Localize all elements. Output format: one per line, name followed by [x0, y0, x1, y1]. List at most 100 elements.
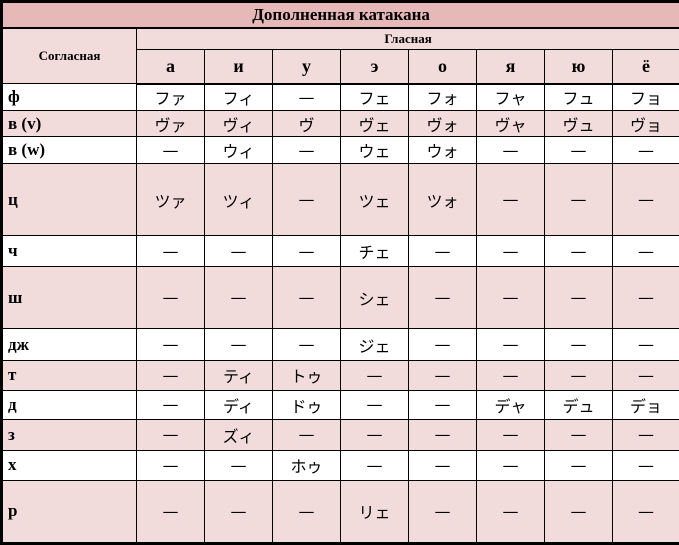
empty-cell: — [136, 449, 205, 481]
empty-cell: — [272, 418, 341, 451]
empty-cell: — [136, 479, 205, 545]
consonant-label: в (v) [1, 110, 137, 138]
kana-cell: フュ [544, 82, 613, 112]
empty-cell: — [136, 266, 205, 330]
consonant-label: в (w) [1, 136, 137, 165]
table-row: т — ティ トゥ — — — — — [1, 359, 679, 391]
empty-cell: — [476, 418, 545, 451]
empty-cell: — [340, 449, 409, 481]
kana-cell: フャ [476, 82, 545, 112]
kana-cell: デョ [611, 389, 679, 420]
empty-cell: — [204, 235, 273, 268]
empty-cell: — [476, 163, 545, 237]
kana-cell: トゥ [272, 359, 341, 391]
empty-cell: — [340, 359, 409, 391]
consonant-label: х [1, 449, 137, 481]
vowel-column-header-yo: ё [611, 49, 679, 85]
kana-cell: フォ [408, 82, 477, 112]
consonant-label: р [1, 479, 137, 545]
kana-cell: ヴィ [204, 110, 273, 138]
empty-cell: — [408, 389, 477, 420]
empty-cell: — [544, 266, 613, 330]
empty-cell: — [272, 163, 341, 237]
table-row: в (w) — ウィ — ウェ ウォ — — — [1, 136, 679, 165]
empty-cell: — [476, 136, 545, 165]
empty-cell: — [611, 235, 679, 268]
empty-cell: — [544, 136, 613, 165]
empty-cell: — [544, 163, 613, 237]
empty-cell: — [408, 359, 477, 391]
empty-cell: — [611, 418, 679, 451]
empty-cell: — [408, 479, 477, 545]
consonant-label: з [1, 418, 137, 451]
vowel-group-header: Гласная [135, 27, 679, 50]
kana-cell: ティ [204, 359, 273, 391]
empty-cell: — [544, 449, 613, 481]
empty-cell: — [408, 235, 477, 268]
kana-cell: ツェ [340, 163, 409, 237]
empty-cell: — [272, 266, 341, 330]
empty-cell: — [272, 82, 341, 112]
empty-cell: — [476, 449, 545, 481]
kana-cell: フィ [204, 82, 273, 112]
kana-cell: ウォ [408, 136, 477, 165]
consonant-label: ф [1, 82, 137, 112]
kana-cell: ファ [136, 82, 205, 112]
empty-cell: — [136, 418, 205, 451]
kana-cell: ヴ [272, 110, 341, 138]
empty-cell: — [476, 359, 545, 391]
empty-cell: — [544, 328, 613, 361]
vowel-column-header-e: э [340, 49, 409, 85]
empty-cell: — [544, 235, 613, 268]
empty-cell: — [408, 449, 477, 481]
table-row: д — ディ ドゥ — — デャ デュ デョ [1, 389, 679, 420]
table-body: ф ファ フィ — フェ フォ フャ フュ フョ в (v) ヴァ ヴィヴヴェ ヴォ ヴャ ヴュ ヴョ в (w… [1, 82, 679, 545]
empty-cell: — [544, 418, 613, 451]
vowel-header-row: а и у э о я ю ё [2, 49, 679, 85]
vowel-column-header-o: о [408, 49, 477, 85]
empty-cell: — [136, 389, 205, 420]
empty-cell: — [476, 235, 545, 268]
empty-cell: — [611, 328, 679, 361]
kana-cell: チェ [340, 235, 409, 268]
empty-cell: — [476, 328, 545, 361]
vowel-column-header-ya: я [476, 49, 545, 85]
vowel-column-header-yu: ю [544, 49, 613, 85]
kana-cell: ヴョ [611, 110, 679, 138]
table-row: ф ファ フィ — フェ フォ フャ フュ フョ [1, 82, 679, 112]
table-row: з — ズィ — — — — — — [1, 418, 679, 451]
kana-cell: ヴァ [136, 110, 205, 138]
empty-cell: — [611, 359, 679, 391]
consonant-label: дж [1, 328, 137, 361]
kana-cell: ヴュ [544, 110, 613, 138]
kana-cell: ツォ [408, 163, 477, 237]
kana-cell: ジェ [340, 328, 409, 361]
empty-cell: — [611, 449, 679, 481]
kana-cell: ヴャ [476, 110, 545, 138]
empty-cell: — [272, 479, 341, 545]
vowel-group-row: Согласная Гласная [1, 27, 679, 84]
empty-cell: — [611, 136, 679, 165]
vowel-column-header-u: у [272, 49, 341, 85]
table-title: Дополненная катакана [0, 1, 679, 29]
kana-cell: ホゥ [272, 449, 341, 481]
kana-cell: フェ [340, 82, 409, 112]
kana-cell: ヴォ [408, 110, 477, 138]
empty-cell: — [136, 359, 205, 391]
empty-cell: — [204, 479, 273, 545]
empty-cell: — [204, 449, 273, 481]
consonant-column-header: Согласная [1, 27, 137, 84]
empty-cell: — [340, 389, 409, 420]
empty-cell: — [136, 235, 205, 268]
kana-cell: ウィ [204, 136, 273, 165]
table-row: ш — — — シェ — — — — [1, 266, 679, 330]
empty-cell: — [408, 328, 477, 361]
kana-cell: シェ [340, 266, 409, 330]
table-row: х — — ホゥ — — — — — [1, 449, 679, 481]
kana-cell: リェ [340, 479, 409, 545]
consonant-label: ч [1, 235, 137, 268]
empty-cell: — [204, 328, 273, 361]
empty-cell: — [136, 328, 205, 361]
table-row: в (v) ヴァ ヴィヴヴェ ヴォ ヴャ ヴュ ヴョ [1, 110, 679, 138]
kana-cell: ツァ [136, 163, 205, 237]
